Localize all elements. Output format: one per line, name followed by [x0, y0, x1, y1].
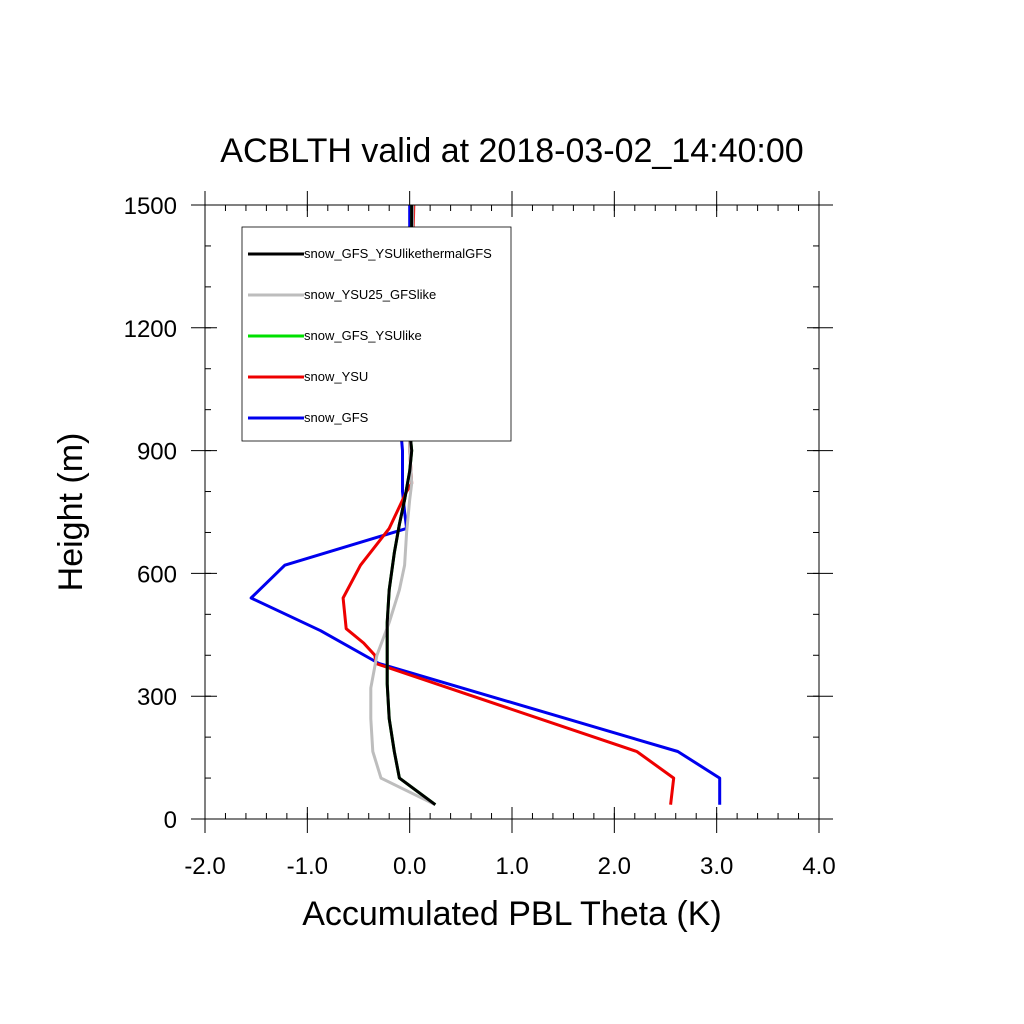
y-ticks: 0 300 600 900 1200 1500	[124, 193, 833, 834]
y-tick-label: 900	[137, 439, 177, 466]
y-tick-label: 1500	[124, 193, 177, 220]
plot-frame	[204, 204, 820, 820]
x-ticks: -2.0 -1.0 0.0 1.0 2.0 3.0 4.0	[184, 191, 836, 880]
x-tick-label: -1.0	[287, 853, 328, 880]
x-tick-label: -2.0	[184, 853, 225, 880]
y-tick-label: 0	[164, 807, 177, 834]
x-axis-label: Accumulated PBL Theta (K)	[302, 895, 722, 933]
legend-box	[241, 226, 512, 442]
legend-label: snow_YSU25_GFSlike	[304, 287, 436, 302]
x-tick-label: 0.0	[393, 853, 426, 880]
y-tick-label: 600	[137, 561, 177, 588]
legend-label: snow_GFS_YSUlike	[304, 328, 422, 343]
x-tick-label: 1.0	[495, 853, 528, 880]
x-tick-label: 3.0	[700, 853, 733, 880]
legend: snow_GFS_YSUlikethermalGFS snow_YSU25_GFS…	[241, 226, 512, 442]
x-tick-label: 4.0	[802, 853, 835, 880]
legend-label: snow_GFS	[304, 410, 369, 425]
y-tick-label: 1200	[124, 316, 177, 343]
chart-title: ACBLTH valid at 2018-03-02_14:40:00	[220, 132, 803, 170]
legend-label: snow_GFS_YSUlikethermalGFS	[304, 246, 492, 261]
y-axis-label: Height (m)	[52, 433, 90, 592]
legend-label: snow_YSU	[304, 369, 368, 384]
y-tick-label: 300	[137, 684, 177, 711]
x-tick-label: 2.0	[598, 853, 631, 880]
